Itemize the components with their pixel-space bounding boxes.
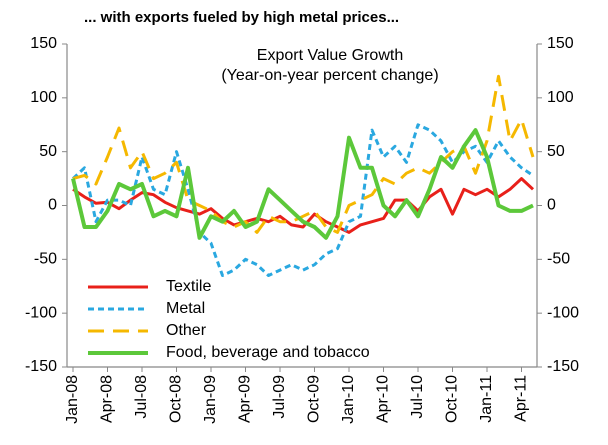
y2-tick-label: -150 [547,358,579,375]
annotation: (Year-on-year percent change) [221,67,438,84]
legend-label: Textile [166,278,211,295]
series-line [71,128,534,240]
series-line [72,177,535,234]
x-tick-label: Apr-08 [99,375,116,423]
x-tick-label: Jul-09 [271,375,288,419]
legend-label: Metal [166,300,205,317]
y-tick-label: -100 [25,304,57,321]
y-tick-label: 50 [39,143,57,160]
y-tick-label: 100 [30,89,57,106]
legend-label: Other [166,322,207,339]
x-tick-label: Apr-10 [375,375,392,423]
x-tick-label: Oct-10 [444,375,461,423]
y2-tick-label: 50 [547,143,565,160]
x-tick-label: Jan-10 [340,375,357,424]
y2-tick-label: 150 [547,35,574,52]
y2-tick-label: -100 [547,304,579,321]
y-tick-label: -150 [25,358,57,375]
x-tick-label: Jan-08 [64,375,81,424]
x-tick-label: Oct-08 [168,375,185,423]
x-tick-label: Apr-09 [237,375,254,423]
y2-tick-label: 100 [547,89,574,106]
x-tick-label: Jan-09 [202,375,219,424]
x-tick-label: Jul-08 [133,375,150,419]
series-line [72,74,535,234]
y2-tick-label: -50 [547,251,570,268]
y-tick-label: -50 [34,251,57,268]
x-tick-label: Apr-11 [513,375,530,422]
x-tick-label: Jan-11 [478,375,495,423]
annotation: Export Value Growth [257,47,403,64]
x-tick-label: Jul-10 [409,375,426,419]
chart-title: ... with exports fueled by high metal pr… [84,9,399,26]
y2-tick-label: 0 [547,197,556,214]
legend-label: Food, beverage and tobacco [166,344,370,361]
x-tick-label: Oct-09 [306,375,323,423]
y-tick-label: 150 [30,35,57,52]
y-tick-label: 0 [48,197,57,214]
